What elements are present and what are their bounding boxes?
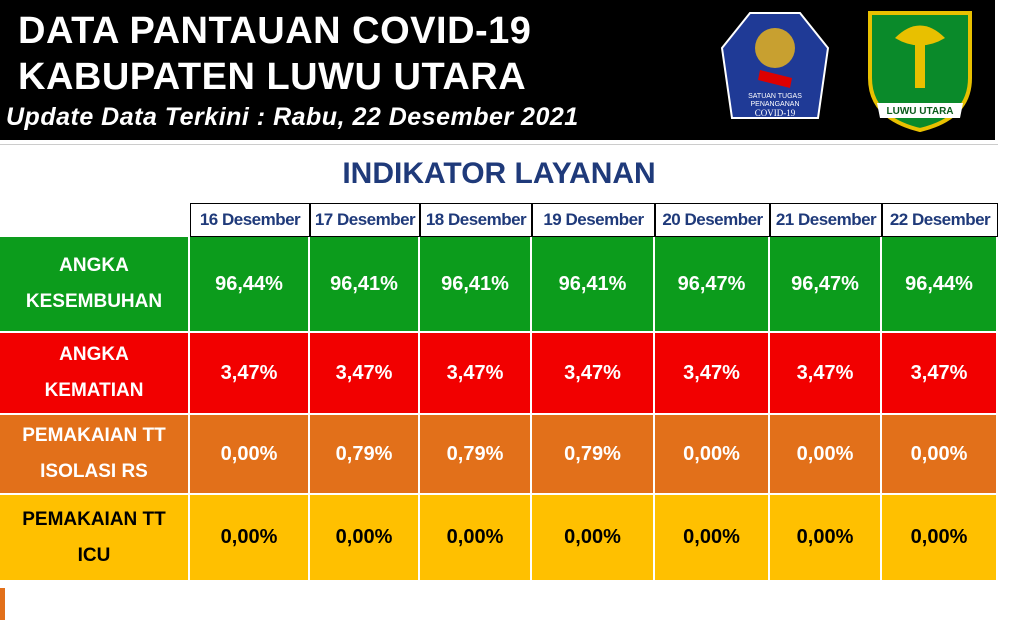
value-cell: 0,00%	[190, 415, 310, 495]
value-cell: 0,00%	[310, 495, 420, 582]
value-cell: 3,47%	[770, 333, 882, 415]
row-label: ANGKA KEMATIAN	[0, 333, 190, 415]
value-cell: 96,47%	[770, 237, 882, 333]
logo-text: SATUAN TUGAS	[748, 93, 802, 100]
logo-text: LUWU UTARA	[886, 106, 953, 117]
subtitle: Update Data Terkini : Rabu, 22 Desember …	[6, 103, 579, 131]
value-cell: 0,00%	[770, 415, 882, 495]
value-cell: 0,79%	[532, 415, 655, 495]
logo-text: PENANGANAN	[750, 101, 799, 108]
value-cell: 0,79%	[420, 415, 532, 495]
row-label-line: ICU	[77, 544, 111, 566]
value-cell: 0,00%	[420, 495, 532, 582]
column-header: 16 Desember	[190, 203, 310, 237]
column-header: 19 Desember	[532, 203, 655, 237]
column-header: 18 Desember	[420, 203, 532, 237]
row-label: ANGKA KESEMBUHAN	[0, 237, 190, 333]
row-label-line: ANGKA	[59, 255, 129, 276]
row-label: PEMAKAIAN TT ISOLASI RS	[0, 415, 190, 495]
table-title: INDIKATOR LAYANAN	[0, 144, 998, 202]
value-cell: 3,47%	[532, 333, 655, 415]
value-cell: 96,44%	[190, 237, 310, 333]
accent	[0, 588, 5, 620]
logo-satgas: SATUAN TUGAS PENANGANAN COVID-19	[720, 12, 830, 119]
value-cell: 0,00%	[770, 495, 882, 582]
column-header: 21 Desember	[770, 203, 882, 237]
value-cell: 0,00%	[532, 495, 655, 582]
row-label-line: PEMAKAIAN TT	[22, 508, 166, 530]
title: DATA PANTAUAN COVID-19	[18, 10, 532, 52]
value-cell: 3,47%	[882, 333, 998, 415]
value-cell: 96,44%	[882, 237, 998, 333]
value-cell: 0,00%	[882, 415, 998, 495]
value-cell: 3,47%	[310, 333, 420, 415]
value-cell: 3,47%	[190, 333, 310, 415]
value-cell: 0,00%	[655, 495, 770, 582]
value-cell: 3,47%	[420, 333, 532, 415]
row-label: PEMAKAIAN TT ICU	[0, 495, 190, 582]
row-label-line: KESEMBUHAN	[25, 291, 163, 312]
value-cell: 0,00%	[655, 415, 770, 495]
row-label-line: ISOLASI RS	[40, 461, 148, 482]
value-cell: 0,00%	[190, 495, 310, 582]
header: DATA PANTAUAN COVID-19 KABUPATEN LUWU UT…	[0, 0, 995, 140]
column-header: 17 Desember	[310, 203, 420, 237]
value-cell: 96,41%	[532, 237, 655, 333]
row-label-line: PEMAKAIAN TT	[22, 425, 166, 446]
logo-text: COVID-19	[755, 108, 796, 118]
value-cell: 3,47%	[655, 333, 770, 415]
column-header: 22 Desember	[882, 203, 998, 237]
value-cell: 96,47%	[655, 237, 770, 333]
value-cell: 96,41%	[420, 237, 532, 333]
row-label-line: KEMATIAN	[44, 380, 144, 401]
row-label-line: ANGKA	[59, 344, 129, 365]
logo-luwu-utara: LUWU UTARA	[868, 11, 972, 133]
column-header: 20 Desember	[655, 203, 770, 237]
value-cell: 0,79%	[310, 415, 420, 495]
value-cell: 0,00%	[882, 495, 998, 582]
title: KABUPATEN LUWU UTARA	[18, 56, 527, 98]
value-cell: 96,41%	[310, 237, 420, 333]
